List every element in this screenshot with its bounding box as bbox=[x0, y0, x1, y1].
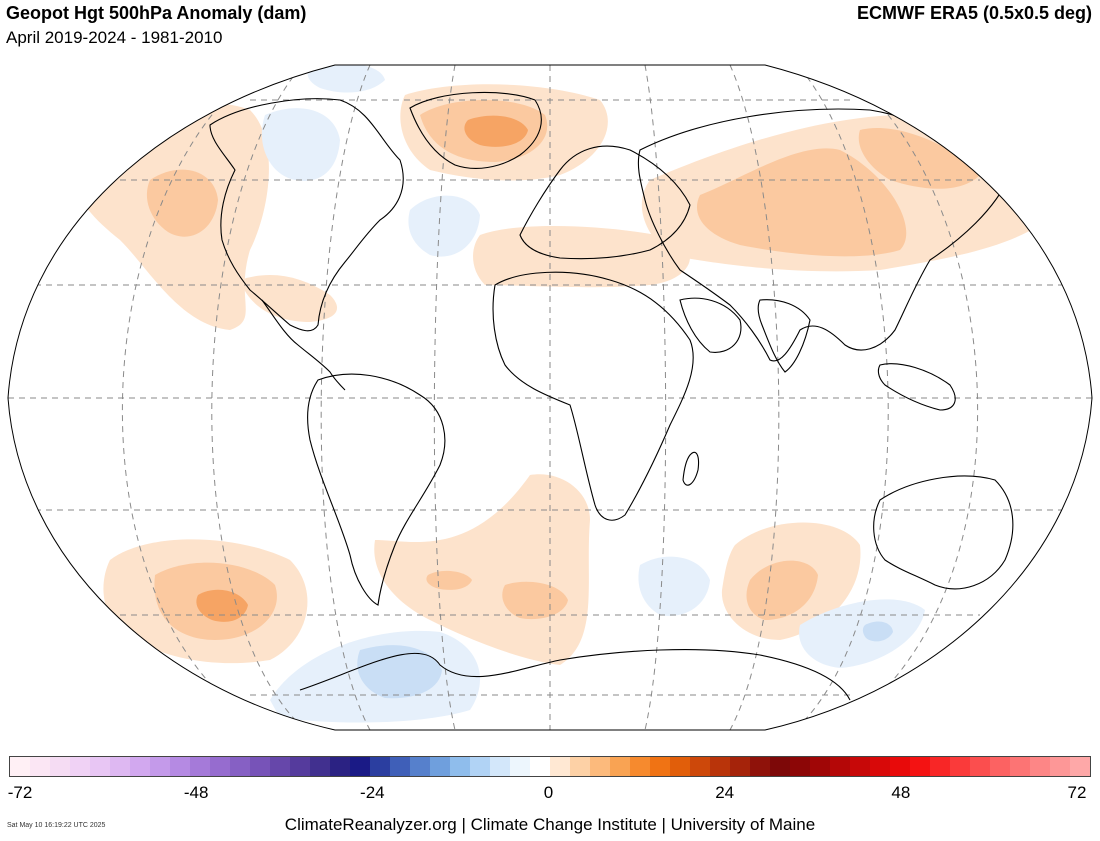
colorbar-cell bbox=[350, 757, 370, 776]
colorbar-cell bbox=[1070, 757, 1090, 776]
colorbar-cell bbox=[370, 757, 390, 776]
anomaly-region-southern-ocean-negative-2-core bbox=[862, 621, 893, 642]
india-outline bbox=[757, 299, 811, 373]
colorbar-cell bbox=[610, 757, 630, 776]
continent-outlines bbox=[209, 91, 1014, 701]
colorbar-cell bbox=[530, 757, 550, 776]
anomaly-field bbox=[70, 65, 1045, 723]
anomaly-region-southern-ocean-negative-1 bbox=[638, 556, 710, 616]
anomaly-region-mediterranean bbox=[473, 225, 690, 288]
colorbar-tick-label: -24 bbox=[360, 783, 385, 802]
colorbar-cell bbox=[70, 757, 90, 776]
colorbar-cell bbox=[450, 757, 470, 776]
colorbar-cell bbox=[950, 757, 970, 776]
colorbar-cell bbox=[910, 757, 930, 776]
colorbar-cell bbox=[190, 757, 210, 776]
colorbar-cell bbox=[930, 757, 950, 776]
globe-outline bbox=[7, 64, 1093, 731]
anomaly-region-north-atlantic-negative bbox=[408, 195, 480, 257]
colorbar-cell bbox=[130, 757, 150, 776]
colorbar-cell bbox=[270, 757, 290, 776]
colorbar-cell bbox=[730, 757, 750, 776]
madagascar-outline bbox=[682, 451, 700, 486]
anomaly-region-north-america-core bbox=[146, 169, 218, 237]
colorbar-cell bbox=[590, 757, 610, 776]
colorbar-cell bbox=[170, 757, 190, 776]
colorbar-cell bbox=[810, 757, 830, 776]
colorbar-cell bbox=[870, 757, 890, 776]
south-america-outline bbox=[307, 373, 446, 606]
maritime-asia-outline bbox=[877, 363, 956, 411]
anomaly-region-south-pacific-peak bbox=[196, 589, 248, 622]
credit-line: ClimateReanalyzer.org | Climate Change I… bbox=[284, 815, 816, 834]
colorbar-cell bbox=[1050, 757, 1070, 776]
dataset-label: ECMWF ERA5 (0.5x0.5 deg) bbox=[856, 3, 1092, 23]
anomaly-region-atlantic-west bbox=[240, 275, 338, 322]
colorbar-cell bbox=[510, 757, 530, 776]
colorbar-cell bbox=[650, 757, 670, 776]
colorbar-cell bbox=[470, 757, 490, 776]
colorbar-cell bbox=[250, 757, 270, 776]
central-america-outline bbox=[261, 299, 346, 391]
anomaly-region-canada-negative bbox=[261, 108, 340, 181]
anomaly-region-greenland-peak bbox=[464, 115, 528, 147]
colorbar-tick-label: 24 bbox=[715, 783, 735, 802]
colorbar-cell bbox=[310, 757, 330, 776]
colorbar-cell bbox=[290, 757, 310, 776]
europe-outline bbox=[519, 145, 691, 260]
colorbar-cell bbox=[990, 757, 1010, 776]
arabia-outline bbox=[679, 297, 742, 353]
australia-outline bbox=[873, 475, 1014, 590]
africa-outline bbox=[492, 271, 694, 521]
anomaly-region-southern-ocean-negative-2 bbox=[799, 599, 925, 668]
anomaly-region-south-atlantic-core bbox=[502, 581, 568, 620]
colorbar-cell bbox=[390, 757, 410, 776]
greenland-outline bbox=[409, 91, 542, 169]
colorbar-cell bbox=[1010, 757, 1030, 776]
colorbar-cell bbox=[550, 757, 570, 776]
anomaly-region-antarctic-negative-core bbox=[357, 645, 442, 699]
colorbar-cell bbox=[570, 757, 590, 776]
colorbar-cell bbox=[330, 757, 350, 776]
anomaly-region-arctic-negative bbox=[307, 65, 385, 93]
colorbar-cell bbox=[790, 757, 810, 776]
graticule bbox=[8, 65, 1092, 730]
colorbar-cell bbox=[490, 757, 510, 776]
colorbar-cell bbox=[770, 757, 790, 776]
map-title: Geopot Hgt 500hPa Anomaly (dam) bbox=[6, 3, 307, 23]
colorbar-cell bbox=[10, 757, 30, 776]
colorbar-cell bbox=[30, 757, 50, 776]
colorbar-tick-label: 48 bbox=[891, 783, 911, 802]
map-subtitle: April 2019-2024 - 1981-2010 bbox=[6, 28, 223, 47]
anomaly-region-far-east bbox=[858, 128, 980, 189]
colorbar-cell bbox=[410, 757, 430, 776]
antarctica-outline bbox=[299, 649, 851, 701]
timestamp: Sat May 10 16:19:22 UTC 2025 bbox=[7, 822, 106, 829]
colorbar-cell bbox=[630, 757, 650, 776]
colorbar-cell bbox=[750, 757, 770, 776]
colorbar-cell bbox=[850, 757, 870, 776]
colorbar-cell bbox=[210, 757, 230, 776]
colorbar-cell bbox=[90, 757, 110, 776]
colorbar-cell bbox=[710, 757, 730, 776]
colorbar-cell bbox=[430, 757, 450, 776]
colorbar-cell bbox=[670, 757, 690, 776]
colorbar-tick-label: -72 bbox=[7, 783, 33, 802]
colorbar-cell bbox=[830, 757, 850, 776]
anomaly-region-south-indian-core bbox=[746, 560, 818, 620]
colorbar-cell bbox=[230, 757, 250, 776]
colorbar-cell bbox=[110, 757, 130, 776]
colorbar-cell bbox=[890, 757, 910, 776]
colorbar bbox=[9, 756, 1091, 777]
colorbar-cell bbox=[970, 757, 990, 776]
colorbar-cell bbox=[1030, 757, 1050, 776]
colorbar-tick-label: 72 bbox=[1067, 783, 1087, 802]
colorbar-tick-label: -48 bbox=[183, 783, 209, 802]
colorbar-cell bbox=[50, 757, 70, 776]
north-america-outline bbox=[209, 98, 404, 332]
colorbar-cell bbox=[150, 757, 170, 776]
colorbar-cell bbox=[690, 757, 710, 776]
anomaly-map bbox=[7, 64, 1093, 731]
colorbar-tick-label: 0 bbox=[543, 783, 554, 802]
